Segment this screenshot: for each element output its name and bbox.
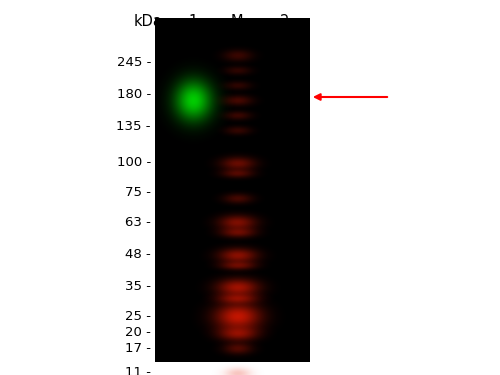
Text: 245 -: 245 -	[116, 56, 151, 69]
Text: 180 -: 180 -	[117, 88, 151, 102]
Text: 63 -: 63 -	[125, 216, 151, 228]
Text: 2: 2	[280, 15, 289, 30]
Text: 17 -: 17 -	[125, 342, 151, 354]
Text: 11 -: 11 -	[125, 366, 151, 375]
Text: 25 -: 25 -	[125, 309, 151, 322]
Text: 20 -: 20 -	[125, 326, 151, 339]
Text: 48 -: 48 -	[125, 249, 151, 261]
Text: M: M	[231, 15, 243, 30]
Text: 135 -: 135 -	[116, 120, 151, 134]
Text: 1: 1	[188, 15, 198, 30]
Text: kDa: kDa	[134, 15, 162, 30]
Bar	[155, 18, 310, 362]
Text: 35 -: 35 -	[125, 280, 151, 294]
Text: 100 -: 100 -	[117, 156, 151, 170]
Text: 75 -: 75 -	[125, 186, 151, 200]
